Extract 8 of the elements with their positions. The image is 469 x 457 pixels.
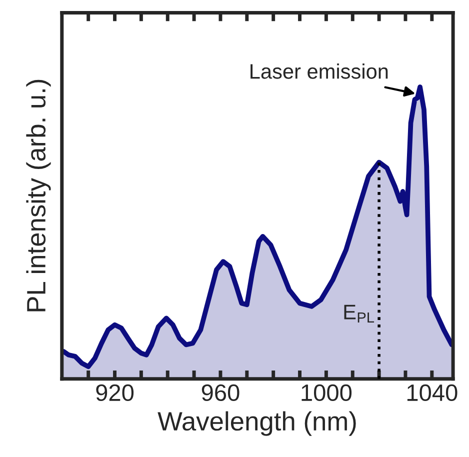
x-axis-title: Wavelength (nm) (158, 411, 356, 436)
x-tick-label: 1000 (302, 384, 352, 402)
x-tick-label: 1040 (407, 384, 458, 402)
x-tick-label: 920 (96, 384, 134, 402)
x-tick-label: 960 (202, 384, 240, 402)
ref-line-label: E$_{PL}$ (344, 304, 374, 323)
y-axis-title: PL intensity (arb. u.) (26, 80, 51, 312)
annotation: Laser emission (250, 64, 388, 79)
